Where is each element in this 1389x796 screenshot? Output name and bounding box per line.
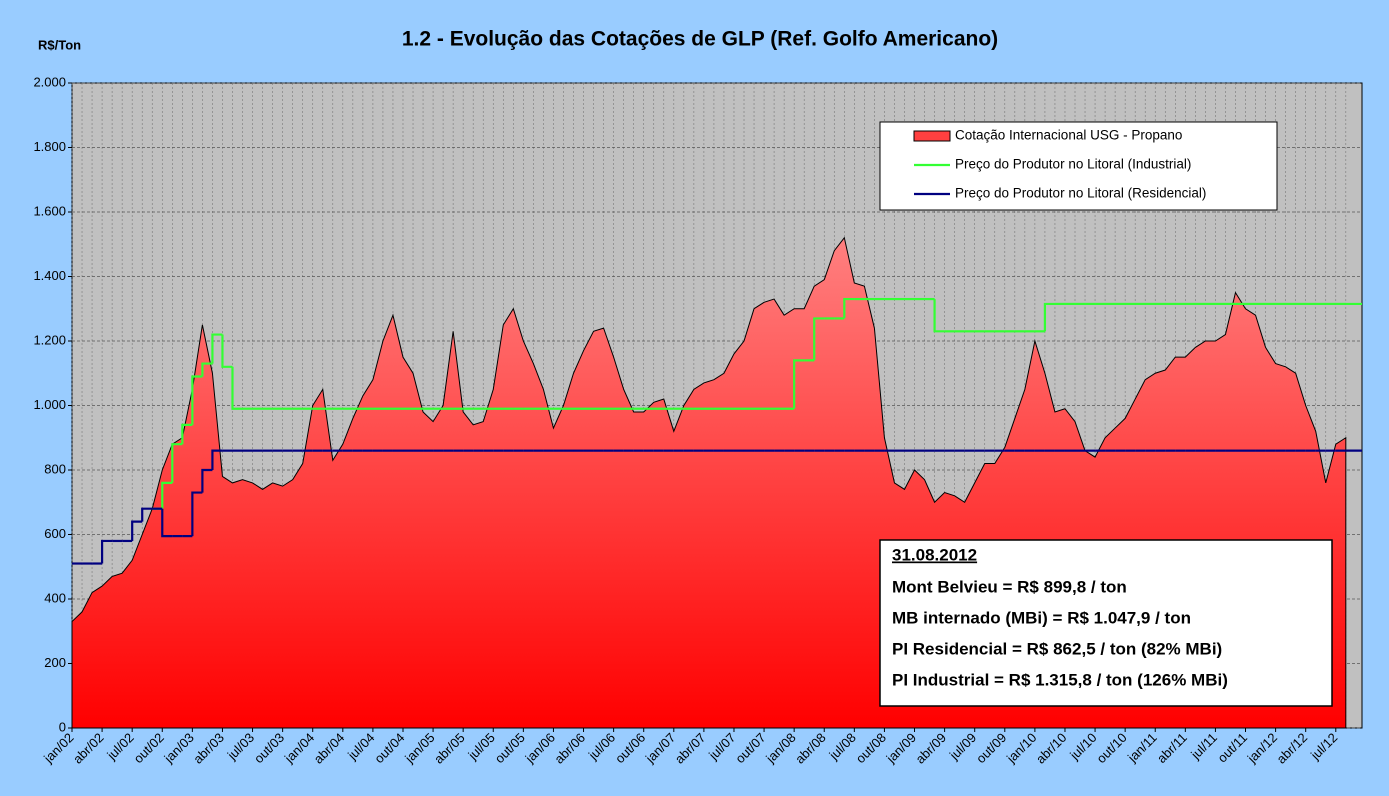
y-tick-label: 200 — [44, 655, 66, 670]
step-segment — [181, 423, 193, 445]
y-tick-label: 400 — [44, 590, 66, 605]
step-segment — [211, 333, 223, 364]
legend-label: Preço do Produtor no Litoral (Residencia… — [955, 186, 1206, 201]
step-segment — [161, 481, 173, 509]
info-line: MB internado (MBi) = R$ 1.047,9 / ton — [892, 608, 1191, 627]
legend-label: Cotação Internacional USG - Propano — [955, 128, 1182, 143]
step-segment — [793, 359, 805, 409]
step-segment — [131, 520, 143, 541]
step-segment — [191, 375, 203, 425]
step-segment — [211, 449, 223, 470]
step-segment — [201, 362, 213, 377]
info-box-frame — [879, 539, 1333, 707]
y-tick-label: 1.200 — [33, 332, 66, 347]
y-tick-label: 800 — [44, 461, 66, 476]
step-segment — [191, 491, 203, 537]
info-date: 31.08.2012 — [892, 545, 977, 564]
step-segment — [813, 317, 825, 361]
step-segment — [1043, 302, 1055, 332]
step-segment — [141, 507, 153, 522]
y-tick-label: 1.400 — [33, 268, 66, 283]
info-line: PI Industrial = R$ 1.315,8 / ton (126% M… — [892, 670, 1228, 689]
step-segment — [171, 443, 183, 483]
y-axis-label: R$/Ton — [38, 37, 81, 52]
step-segment — [100, 539, 113, 564]
step-segment — [221, 334, 233, 368]
info-box: 31.08.2012 Mont Belvieu = R$ 899,8 / ton… — [879, 539, 1333, 707]
legend-swatch — [913, 130, 951, 142]
legend: Cotação Internacional USG - Propano Preço… — [879, 121, 1278, 211]
step-segment — [201, 468, 213, 493]
step-segment — [231, 366, 243, 410]
step-segment — [843, 297, 855, 319]
step-segment — [161, 508, 173, 538]
y-tick-label: 1.600 — [33, 203, 66, 218]
y-tick-label: 600 — [44, 526, 66, 541]
y-tick-label: 1.800 — [33, 139, 66, 154]
y-tick-label: 0 — [59, 719, 66, 734]
chart-title: 1.2 - Evolução das Cotações de GLP (Ref.… — [402, 28, 998, 51]
legend-label: Preço do Produtor no Litoral (Industrial… — [955, 157, 1191, 172]
info-line: Mont Belvieu = R$ 899,8 / ton — [892, 577, 1127, 596]
info-line: PI Residencial = R$ 862,5 / ton (82% MBi… — [892, 639, 1222, 658]
y-tick-label: 1.000 — [33, 397, 66, 412]
y-tick-label: 2.000 — [33, 74, 66, 89]
step-segment — [933, 299, 945, 333]
